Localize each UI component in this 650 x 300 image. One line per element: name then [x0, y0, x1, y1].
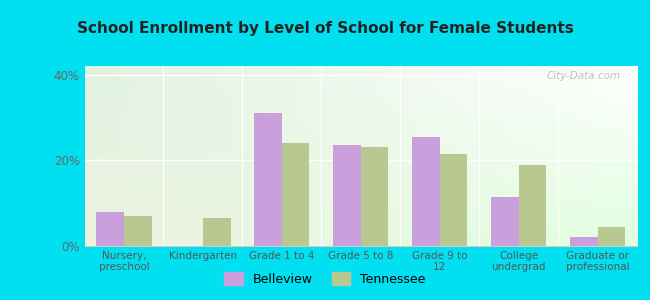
- Bar: [254, 113, 282, 246]
- Bar: [519, 165, 546, 246]
- Bar: [124, 216, 151, 246]
- Legend: Belleview, Tennessee: Belleview, Tennessee: [219, 267, 431, 291]
- Bar: [439, 154, 467, 246]
- Text: School Enrollment by Level of School for Female Students: School Enrollment by Level of School for…: [77, 21, 573, 36]
- Bar: [361, 147, 389, 246]
- Bar: [597, 227, 625, 246]
- Bar: [282, 143, 309, 246]
- Bar: [570, 237, 597, 246]
- Bar: [333, 145, 361, 246]
- Text: City-Data.com: City-Data.com: [546, 71, 620, 81]
- Bar: [412, 137, 439, 246]
- Bar: [96, 212, 124, 246]
- Bar: [491, 197, 519, 246]
- Bar: [203, 218, 231, 246]
